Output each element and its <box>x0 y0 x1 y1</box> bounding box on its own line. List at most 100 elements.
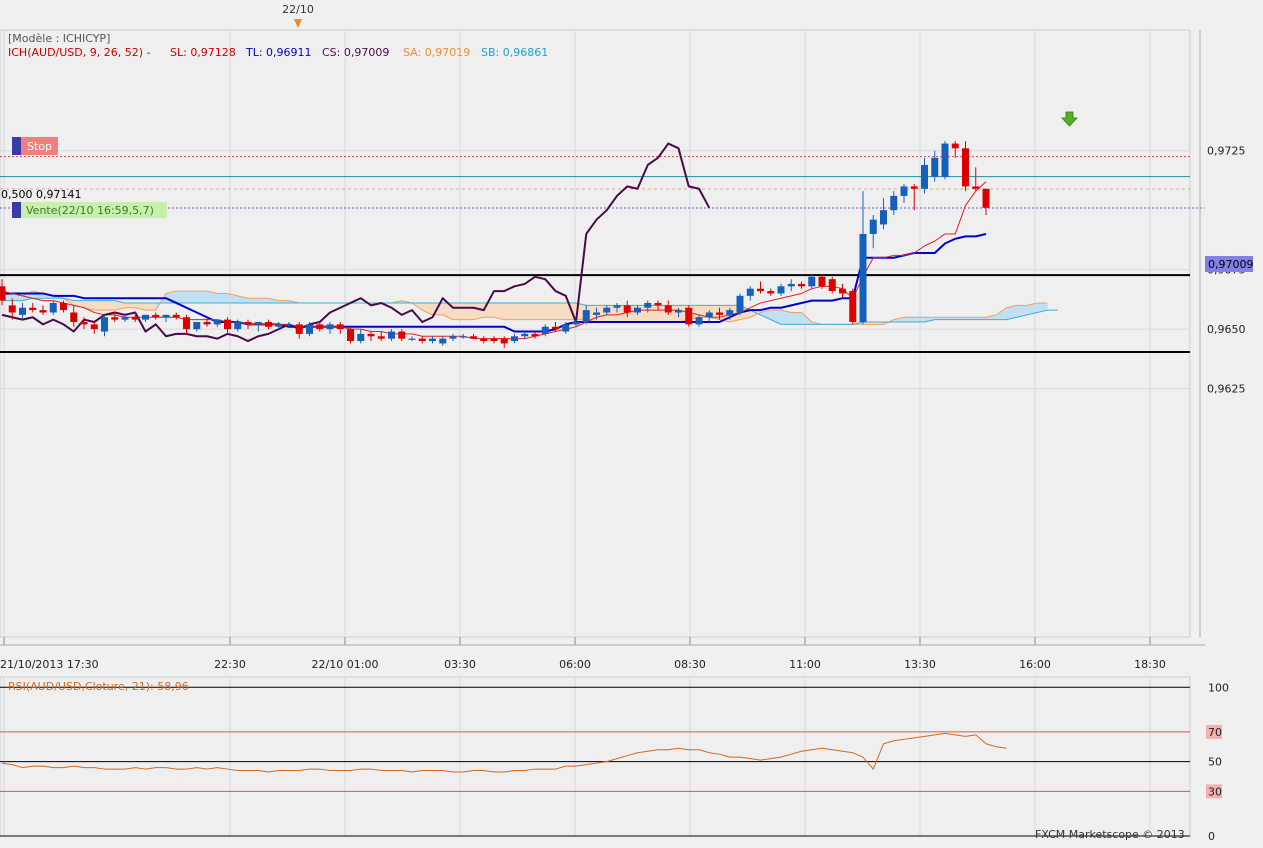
x-tick-label: 06:00 <box>559 658 591 671</box>
bull-candle <box>285 324 293 326</box>
bear-candle <box>80 322 88 325</box>
bear-candle <box>131 317 139 320</box>
bull-candle <box>705 312 713 318</box>
bull-candle <box>449 336 457 339</box>
date-marker-triangle-icon[interactable] <box>294 19 302 28</box>
cloud-segment <box>186 291 197 303</box>
bull-candle <box>582 310 590 323</box>
bear-candle <box>377 336 385 339</box>
senkou-a-line <box>1 290 1048 325</box>
rsi-panel-frame <box>0 676 1191 837</box>
bear-candle <box>798 283 805 287</box>
cloud-segment <box>145 302 156 311</box>
cloud-segment <box>12 293 23 301</box>
kijun-line <box>2 232 987 333</box>
bull-candle <box>193 322 201 330</box>
cloud-segment <box>893 317 904 323</box>
bear-candle <box>480 338 488 342</box>
bear-candle <box>757 288 764 292</box>
bull-candle <box>675 310 682 313</box>
bull-candle <box>429 338 436 342</box>
cloud-segment <box>227 293 238 303</box>
sl-label: SL: 0,97128 <box>170 46 236 59</box>
down-arrow-icon[interactable] <box>1061 111 1078 127</box>
cloud-segment <box>791 312 802 325</box>
bear-candle <box>623 305 631 313</box>
bull-candle <box>234 322 242 330</box>
bear-candle <box>70 312 78 323</box>
cloud-segment <box>514 302 525 320</box>
bear-candle <box>654 302 662 306</box>
cloud-segment <box>760 310 771 320</box>
bull-candle <box>613 305 621 308</box>
rsi-tick-label: 50 <box>1208 756 1222 769</box>
bull-candle <box>511 336 518 342</box>
cloud-segment <box>904 317 915 323</box>
bear-candle <box>962 148 969 187</box>
cloud-segment <box>934 317 945 320</box>
stop-tag[interactable] <box>21 137 58 155</box>
bear-candle <box>767 291 775 294</box>
bull-candle <box>213 319 221 325</box>
cloud-segment <box>494 302 505 320</box>
y-tick-label: 0,9725 <box>1207 145 1246 158</box>
bull-candle <box>459 336 467 338</box>
bear-candle <box>203 322 211 325</box>
bear-candle <box>500 338 508 344</box>
bear-candle <box>910 186 918 189</box>
cloud-segment <box>545 302 556 320</box>
candles[interactable] <box>0 141 990 349</box>
bull-candle <box>162 314 170 318</box>
sell-label: Vente(22/10 16:59,5,7) <box>26 204 154 217</box>
bull-candle <box>541 326 549 334</box>
cloud-segment <box>945 317 956 320</box>
cloud-segment <box>73 300 84 308</box>
bull-candle <box>746 288 754 296</box>
x-tick-label: 18:30 <box>1134 658 1166 671</box>
bull-candle <box>695 317 703 325</box>
chikou-line <box>1 142 711 343</box>
x-tick-label: 22:30 <box>214 658 246 671</box>
bear-candle <box>849 291 857 323</box>
bull-candle <box>869 219 877 234</box>
cloud-segment <box>135 302 146 311</box>
bull-candle <box>388 331 395 339</box>
bear-candle <box>224 319 231 330</box>
cloud-segment <box>770 310 781 325</box>
stop-handle[interactable] <box>12 137 21 155</box>
bull-candle <box>142 314 149 320</box>
cloud-segment <box>965 317 976 320</box>
bull-candle <box>562 324 570 332</box>
bull-candle <box>634 307 641 313</box>
cloud-segment <box>217 293 228 303</box>
bull-candle <box>603 307 611 313</box>
bear-candle <box>818 276 826 287</box>
bull-candle <box>859 233 867 323</box>
x-tick-label: 16:00 <box>1019 658 1051 671</box>
x-tick-label: 22/10 01:00 <box>312 658 379 671</box>
cs-label: CS: 0,97009 <box>322 46 389 59</box>
x-tick-label: 08:30 <box>674 658 706 671</box>
bear-candle <box>828 279 836 292</box>
sell-tag[interactable] <box>21 202 167 218</box>
bear-candle <box>8 305 16 313</box>
bear-candle <box>60 302 67 311</box>
cloud-segment <box>104 300 115 311</box>
sell-handle[interactable] <box>12 202 21 218</box>
rsi-title: RSI(AUD/USD,Cloture, 21): 58,96 <box>8 680 189 693</box>
bear-candle <box>552 326 559 330</box>
bull-candle <box>921 164 928 189</box>
cloud-segment <box>555 302 566 320</box>
cloud-segment <box>453 302 464 320</box>
cloud-segment <box>750 310 761 318</box>
bull-candle <box>254 322 262 325</box>
bear-candle <box>347 329 354 342</box>
bull-candle <box>408 338 416 340</box>
indicator-legend: ICH(AUD/USD, 9, 26, 52) - SL: 0,97128 TL… <box>8 46 548 59</box>
bull-candle <box>941 143 949 177</box>
cloud-segment <box>473 302 484 320</box>
current-price-label: 0,97009 <box>1208 258 1254 271</box>
cloud-segment <box>524 302 535 320</box>
bear-candle <box>39 310 47 313</box>
model-label: [Modèle : ICHICYP] <box>8 32 110 45</box>
